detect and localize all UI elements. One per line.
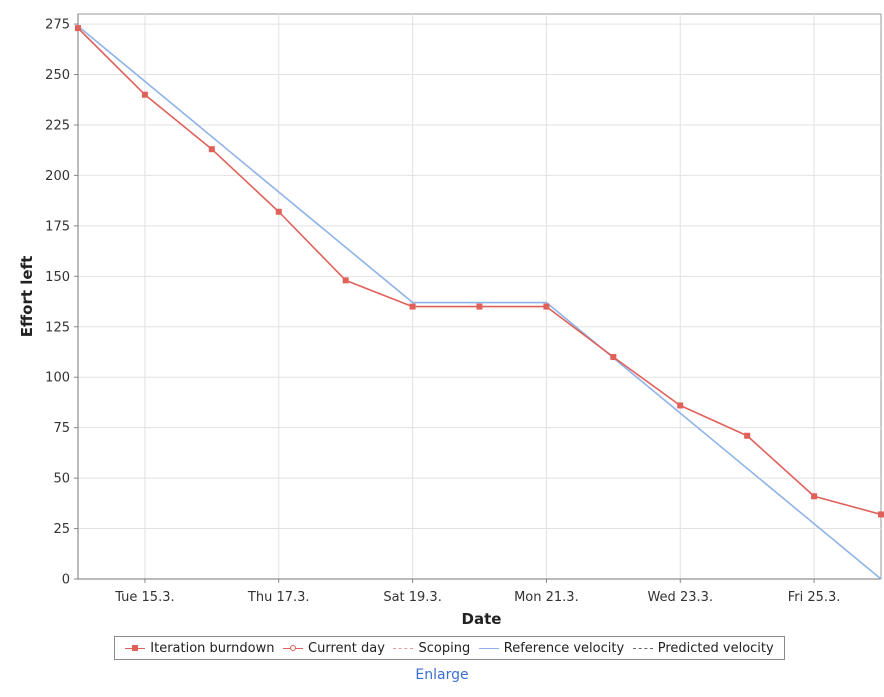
data-point-iteration-burndown bbox=[342, 277, 349, 284]
legend-item-iteration-burndown: Iteration burndown bbox=[125, 641, 274, 656]
y-tick-label: 150 bbox=[45, 270, 70, 285]
data-point-iteration-burndown bbox=[141, 91, 148, 98]
data-point-iteration-burndown bbox=[275, 208, 282, 215]
y-tick-label: 25 bbox=[53, 522, 70, 537]
y-tick-label: 175 bbox=[45, 219, 70, 234]
series-line-reference-velocity bbox=[77, 25, 882, 580]
y-axis-label: Effort left bbox=[18, 256, 36, 338]
legend-swatch-reference-velocity bbox=[478, 642, 499, 654]
y-tick-label: 250 bbox=[45, 68, 70, 83]
data-point-iteration-burndown bbox=[811, 493, 818, 500]
data-point-iteration-burndown bbox=[878, 511, 884, 518]
legend-label: Current day bbox=[308, 640, 385, 656]
x-tick-label: Thu 17.3. bbox=[247, 590, 310, 605]
y-tick-label: 225 bbox=[45, 118, 70, 133]
data-point-iteration-burndown bbox=[543, 303, 550, 310]
data-point-iteration-burndown bbox=[610, 354, 617, 361]
legend-label: Iteration burndown bbox=[150, 640, 275, 656]
data-point-iteration-burndown bbox=[677, 402, 684, 409]
legend-swatch-predicted-velocity bbox=[632, 642, 653, 654]
y-tick-label: 75 bbox=[53, 421, 70, 436]
y-tick-label: 100 bbox=[45, 371, 70, 386]
x-tick-label: Wed 23.3. bbox=[647, 590, 713, 605]
x-tick-label: Sat 19.3. bbox=[383, 590, 442, 605]
legend-swatch-current-day bbox=[283, 642, 304, 654]
data-point-iteration-burndown bbox=[208, 146, 215, 153]
y-tick-label: 125 bbox=[45, 320, 70, 335]
legend-item-current-day: Current day bbox=[283, 641, 385, 656]
chart-legend: Iteration burndown Current day Scoping R… bbox=[114, 636, 785, 660]
enlarge-link[interactable]: Enlarge bbox=[415, 667, 469, 683]
plot-area bbox=[77, 13, 882, 580]
y-tick-label: 200 bbox=[45, 169, 70, 184]
data-point-iteration-burndown bbox=[744, 432, 751, 439]
y-tick-label: 275 bbox=[45, 18, 70, 33]
legend-label: Reference velocity bbox=[503, 640, 625, 656]
x-axis-label: Date bbox=[462, 610, 502, 628]
y-tick-label: 50 bbox=[53, 472, 70, 487]
legend-item-reference-velocity: Reference velocity bbox=[478, 640, 625, 656]
legend-item-predicted-velocity: Predicted velocity bbox=[632, 640, 774, 656]
x-tick-label: Tue 15.3. bbox=[114, 590, 174, 605]
legend-label: Predicted velocity bbox=[657, 640, 774, 656]
x-tick-label: Mon 21.3. bbox=[514, 590, 579, 605]
legend-swatch-scoping bbox=[393, 642, 414, 654]
legend-label: Scoping bbox=[418, 640, 471, 656]
data-point-iteration-burndown bbox=[476, 303, 483, 310]
legend-item-scoping: Scoping bbox=[393, 641, 470, 656]
legend-swatch-iteration-burndown bbox=[125, 642, 146, 654]
y-tick-label: 0 bbox=[62, 573, 70, 588]
data-point-iteration-burndown bbox=[409, 303, 416, 310]
data-point-iteration-burndown bbox=[75, 25, 81, 32]
x-tick-label: Fri 25.3. bbox=[788, 590, 841, 605]
